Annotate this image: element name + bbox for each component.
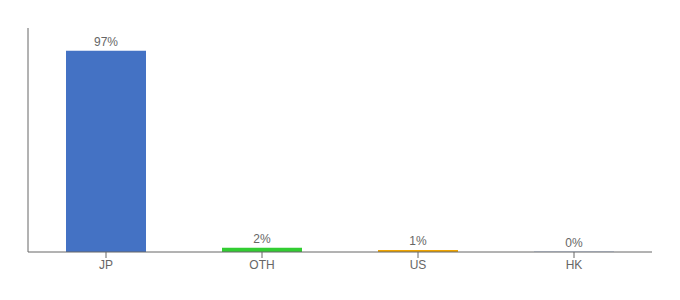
svg-text:2%: 2% [253, 232, 271, 246]
svg-text:1%: 1% [409, 234, 427, 248]
svg-text:0%: 0% [565, 236, 583, 250]
svg-text:97%: 97% [94, 35, 118, 49]
svg-text:OTH: OTH [249, 258, 274, 272]
svg-text:US: US [410, 258, 427, 272]
svg-text:HK: HK [566, 258, 583, 272]
svg-text:JP: JP [99, 258, 113, 272]
